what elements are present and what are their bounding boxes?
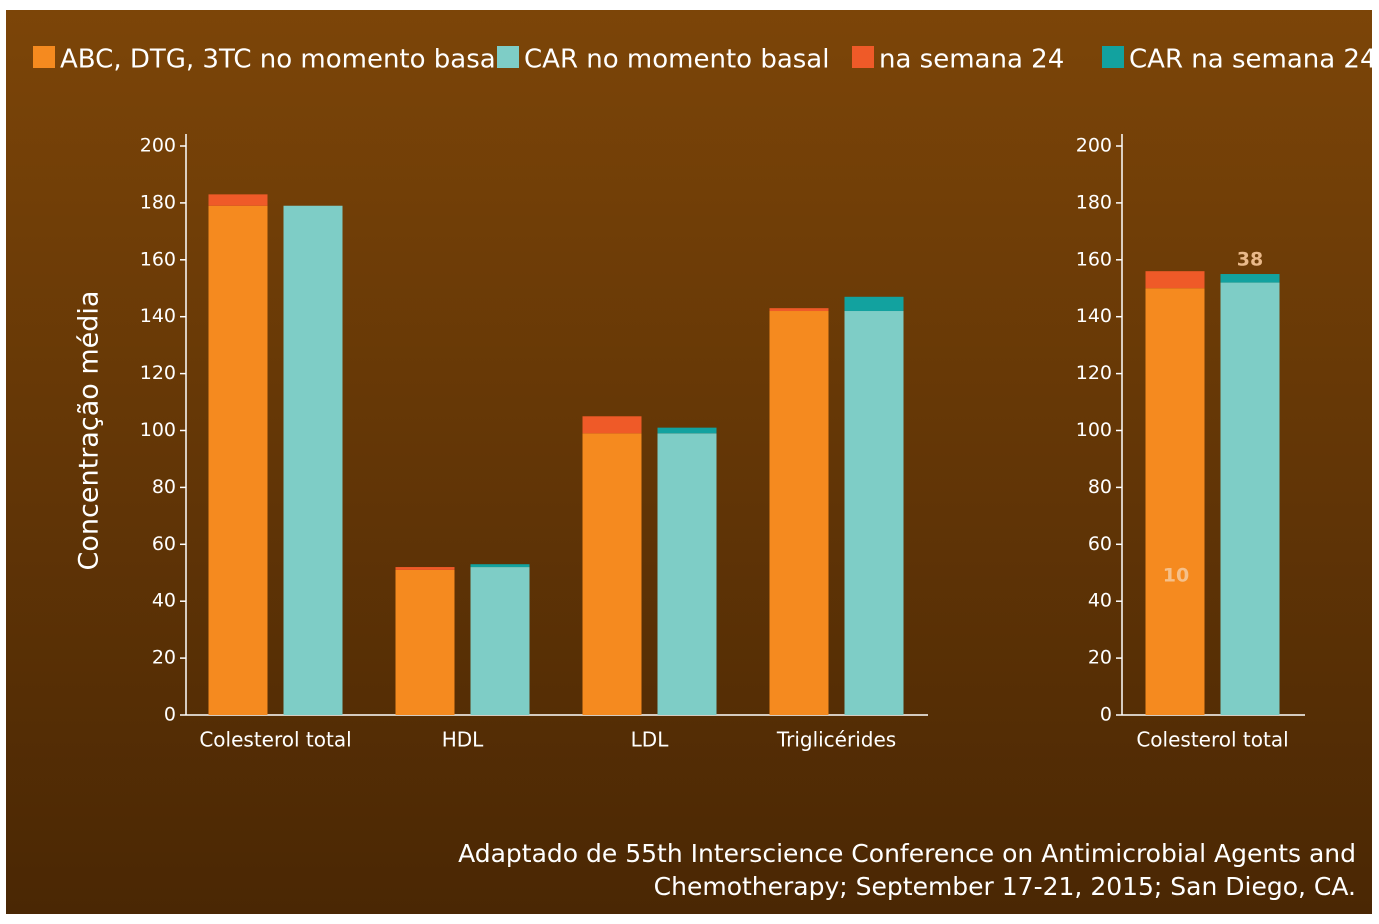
bar-segment [283, 205, 343, 715]
y-axis-label: Concentração média [74, 291, 105, 571]
bar-segment [657, 433, 717, 715]
y-tick-label: 20 [152, 647, 176, 669]
legend-label: ABC, DTG, 3TC no momento basal [60, 45, 503, 75]
bar-segment [844, 311, 904, 715]
x-tick-label: LDL [631, 728, 670, 752]
x-tick-label: Colesterol total [1136, 728, 1288, 752]
legend-swatch [1102, 46, 1124, 68]
bar-segment [769, 311, 829, 715]
y-tick-label: 140 [1076, 305, 1112, 327]
y-tick-label: 120 [140, 362, 176, 384]
y-tick-label: 140 [140, 305, 176, 327]
source-line: Adaptado de 55th Interscience Conference… [458, 839, 1356, 868]
y-tick-label: 200 [140, 135, 176, 157]
bar-segment [582, 416, 642, 434]
y-tick-label: 160 [140, 248, 176, 270]
y-tick-label: 80 [152, 476, 176, 498]
y-tick-label: 0 [164, 704, 176, 726]
source-line: Chemotherapy; September 17-21, 2015; San… [654, 872, 1356, 901]
bar-segment [208, 194, 268, 206]
annotation: 38 [1237, 249, 1263, 271]
y-tick-label: 100 [140, 419, 176, 441]
y-tick-label: 60 [152, 533, 176, 555]
bar-segment [1145, 288, 1205, 715]
bar-segment [470, 567, 530, 715]
legend-swatch [497, 46, 519, 68]
y-tick-label: 40 [152, 590, 176, 612]
bar-segment [395, 567, 455, 570]
y-tick-label: 80 [1088, 476, 1112, 498]
x-tick-label: HDL [442, 728, 484, 752]
bar-segment [1220, 282, 1280, 715]
y-tick-label: 0 [1100, 704, 1112, 726]
bar-segment [1220, 274, 1280, 283]
bar-segment [208, 205, 268, 715]
bar-segment [844, 296, 904, 312]
y-tick-label: 160 [1076, 248, 1112, 270]
legend-label: na semana 24 [879, 45, 1064, 75]
x-tick-label: Triglicérides [776, 728, 896, 752]
y-tick-label: 180 [1076, 191, 1112, 213]
y-tick-label: 20 [1088, 647, 1112, 669]
bar-segment [769, 308, 829, 312]
legend-label: CAR na semana 24 [1129, 45, 1377, 75]
y-tick-label: 100 [1076, 419, 1112, 441]
y-tick-label: 120 [1076, 362, 1112, 384]
bar-segment [582, 433, 642, 715]
bar-segment [395, 569, 455, 715]
y-tick-label: 180 [140, 191, 176, 213]
bar-segment [1145, 271, 1205, 289]
y-tick-label: 200 [1076, 135, 1112, 157]
annotation: 10 [1163, 565, 1189, 587]
bar-segment [657, 427, 717, 434]
y-tick-label: 40 [1088, 590, 1112, 612]
legend-swatch [852, 46, 874, 68]
y-tick-label: 60 [1088, 533, 1112, 555]
legend-label: CAR no momento basal [524, 45, 829, 75]
legend-swatch [33, 46, 55, 68]
x-tick-label: Colesterol total [199, 728, 351, 752]
bar-segment [470, 564, 530, 568]
